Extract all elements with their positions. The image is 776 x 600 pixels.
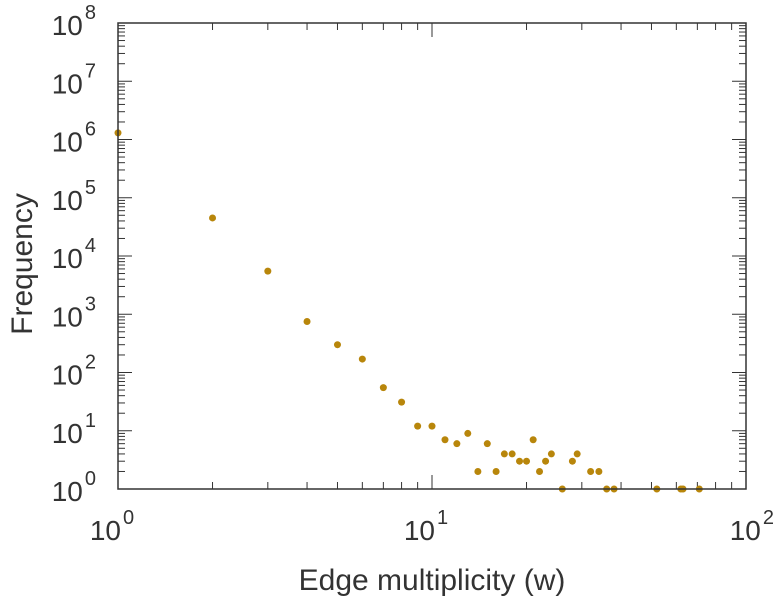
y-tick-label: 10 4 (52, 235, 96, 274)
data-point (573, 450, 581, 458)
data-point (441, 436, 449, 444)
data-point (264, 267, 272, 275)
data-point (474, 467, 482, 475)
data-point (379, 384, 387, 392)
data-point (516, 457, 524, 465)
data-point (428, 422, 436, 430)
data-point (358, 355, 366, 363)
y-tick-label: 10 1 (52, 410, 96, 449)
axis-ticks (117, 23, 746, 490)
plot-frame (117, 22, 747, 490)
y-axis-title: Frequency (6, 193, 39, 335)
y-tick-label: 10 2 (52, 352, 96, 391)
x-axis-title: Edge multiplicity (w) (299, 564, 566, 597)
y-tick-label: 10 3 (52, 293, 96, 332)
data-point (453, 440, 461, 448)
data-point (209, 214, 217, 222)
data-point (508, 450, 516, 458)
data-point (414, 422, 422, 430)
data-point (595, 467, 603, 475)
data-point (523, 457, 531, 465)
y-tick-label: 10 6 (52, 119, 96, 158)
x-tick-label: 10 0 (90, 507, 134, 546)
data-point (542, 457, 550, 465)
x-tick-label: 10 1 (404, 507, 448, 546)
data-point (333, 341, 341, 349)
data-point (568, 457, 576, 465)
data-points (114, 129, 703, 493)
x-tick-label: 10 2 (730, 507, 774, 546)
data-point (587, 467, 595, 475)
y-tick-label: 10 5 (52, 177, 96, 216)
data-point (529, 436, 537, 444)
y-tick-label: 10 7 (52, 60, 96, 99)
data-point (492, 467, 500, 475)
data-point (398, 398, 406, 406)
y-tick-label: 10 0 (52, 468, 96, 507)
data-point (547, 450, 555, 458)
data-point (464, 429, 472, 437)
y-tick-label: 10 8 (52, 2, 96, 41)
data-point (536, 467, 544, 475)
data-point (500, 450, 508, 458)
tick-labels: 10 0 10 1 10 2 10 3 10 4 10 5 10 6 10 7 10 8 10 0 10 1 10 2 (52, 2, 774, 546)
data-point (483, 440, 491, 448)
data-point (303, 318, 311, 326)
